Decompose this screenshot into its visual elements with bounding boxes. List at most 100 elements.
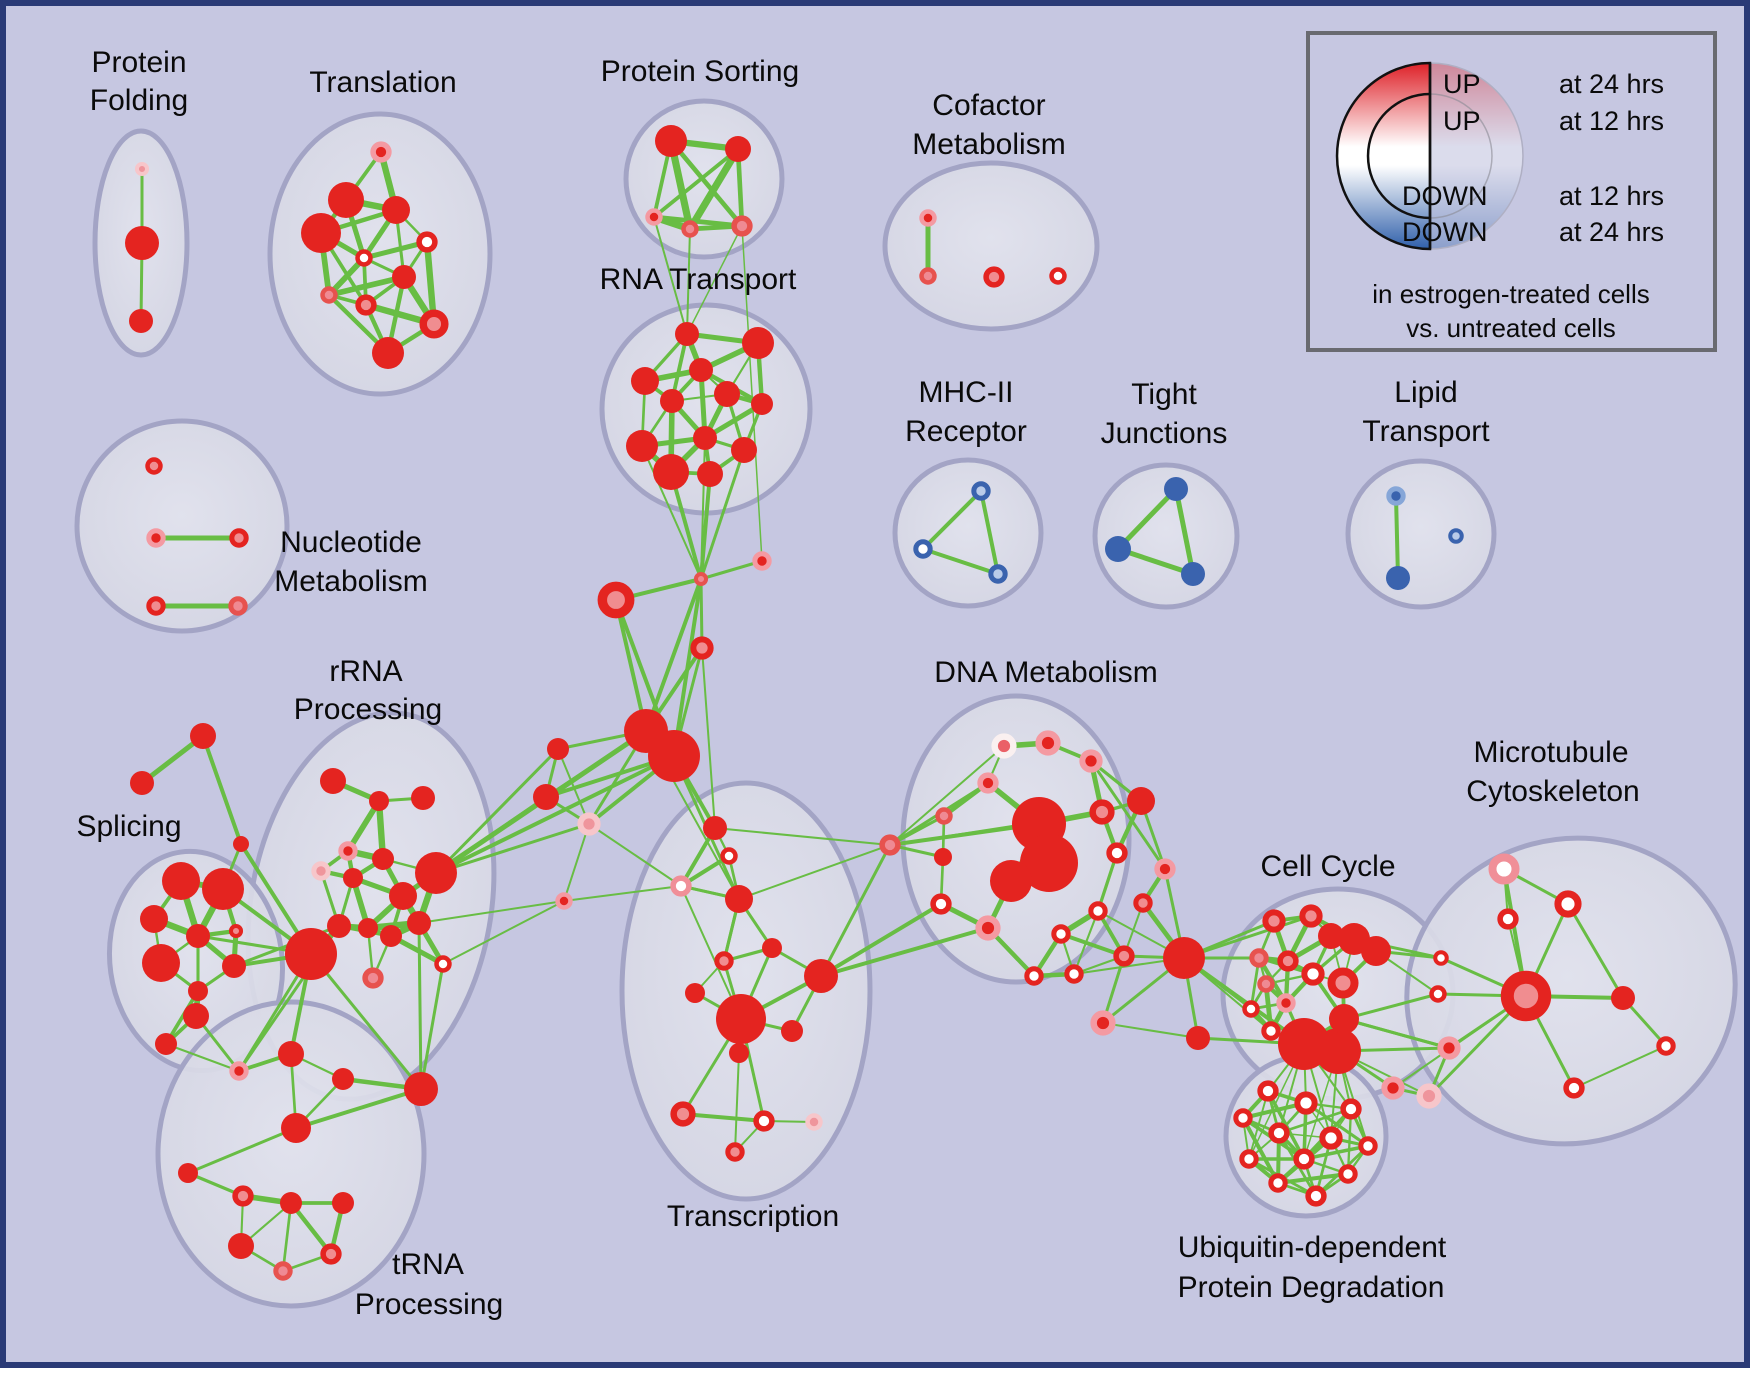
gene-node-66 — [338, 841, 358, 861]
gene-node-39 — [228, 596, 248, 616]
gene-node-97 — [332, 1192, 354, 1214]
interaction-edge — [699, 448, 746, 581]
gene-node-165 — [1338, 1164, 1358, 1184]
interaction-edge — [309, 952, 423, 1091]
interaction-edge — [442, 900, 565, 965]
legend-time-up24: at 24 hrs — [1559, 69, 1664, 99]
gene-node-51 — [597, 581, 635, 619]
interaction-edge — [1115, 546, 1196, 577]
interaction-edge — [1342, 992, 1440, 1021]
gene-node-93 — [281, 1113, 311, 1143]
interaction-edge — [686, 228, 691, 335]
interaction-edge — [418, 900, 565, 924]
cluster-label-nucleotide-metabolism-0: Nucleotide — [280, 526, 422, 559]
gene-node-172 — [1500, 970, 1552, 1022]
gene-node-167 — [1305, 1185, 1327, 1207]
gene-node-98 — [228, 1233, 254, 1259]
interaction-edge — [1392, 995, 1527, 1089]
interaction-edge — [434, 795, 548, 875]
legend-dir-down24: DOWN — [1402, 217, 1487, 247]
gene-node-23 — [675, 322, 699, 346]
gene-node-1 — [125, 226, 159, 260]
gene-node-88 — [155, 1033, 177, 1055]
gene-node-32 — [731, 437, 757, 463]
gene-node-106 — [714, 951, 734, 971]
gene-node-150 — [1276, 993, 1296, 1013]
interaction-edge — [700, 437, 706, 580]
cluster-labels: Protein Folding Translation Protein Sorting… — [76, 46, 1639, 1321]
gene-node-169 — [1554, 890, 1582, 918]
gene-node-48 — [1386, 566, 1410, 590]
gene-node-164 — [1293, 1148, 1315, 1170]
gene-node-89 — [229, 1061, 249, 1081]
interaction-edge — [686, 145, 742, 233]
cluster-ellipse-cofactor-metabolism — [882, 160, 1100, 332]
interaction-edge — [434, 822, 591, 875]
legend-time-up12: at 12 hrs — [1559, 106, 1664, 136]
interaction-edge — [1102, 1022, 1199, 1039]
interaction-edge — [699, 559, 764, 581]
gene-node-56 — [533, 784, 559, 810]
gene-node-161 — [1319, 1126, 1343, 1150]
cluster-label-nucleotide-metabolism-1: Metabolism — [274, 565, 427, 598]
gene-node-29 — [751, 393, 773, 415]
gene-node-91 — [332, 1068, 354, 1090]
gene-node-36 — [146, 528, 166, 548]
legend-time-down24: at 24 hrs — [1559, 217, 1664, 247]
gene-node-126 — [990, 860, 1032, 902]
cluster-label-translation-0: Translation — [309, 66, 456, 99]
gene-node-112 — [670, 1101, 696, 1127]
interaction-edge — [668, 138, 745, 229]
gene-node-49 — [693, 571, 709, 587]
gene-node-26 — [689, 358, 713, 382]
gene-node-115 — [725, 1142, 745, 1162]
gene-node-133 — [1064, 964, 1084, 984]
gene-node-52 — [690, 636, 714, 660]
gene-node-34 — [697, 461, 723, 487]
gene-node-77 — [362, 967, 384, 989]
interaction-edge — [165, 1043, 240, 1072]
gene-node-73 — [358, 918, 378, 938]
gene-node-171 — [1433, 950, 1449, 966]
gene-node-102 — [720, 847, 738, 865]
interaction-edge — [889, 811, 1103, 846]
cluster-label-lipid-transport-1: Transport — [1362, 415, 1490, 448]
gene-node-69 — [343, 868, 363, 888]
gene-node-11 — [355, 294, 377, 316]
gene-node-166 — [1268, 1173, 1288, 1193]
gene-node-149 — [1257, 975, 1275, 993]
gene-node-6 — [301, 213, 341, 253]
gene-node-30 — [626, 430, 658, 462]
cluster-label-microtubule-cytoskeleton-0: Microtubule — [1473, 736, 1628, 769]
interaction-edge — [588, 823, 682, 887]
legend-dir-down12: DOWN — [1402, 181, 1487, 211]
gene-node-47 — [1448, 528, 1464, 544]
gene-node-81 — [140, 905, 168, 933]
gene-node-15 — [725, 136, 751, 162]
cluster-ellipse-nucleotide-metabolism — [74, 418, 290, 634]
gene-node-120 — [935, 807, 953, 825]
cluster-label-rrna-processing-0: rRNA — [329, 655, 402, 688]
cluster-label-transcription-0: Transcription — [667, 1200, 839, 1233]
interaction-edge — [701, 647, 716, 829]
gene-node-162 — [1358, 1136, 1378, 1156]
legend-footnote-2: vs. untreated cells — [1406, 313, 1616, 343]
gene-node-37 — [229, 528, 249, 548]
cluster-label-splicing-0: Splicing — [76, 810, 181, 843]
cluster-ellipse-transcription — [619, 780, 873, 1202]
cluster-label-trna-processing-0: tRNA — [392, 1248, 464, 1281]
gene-node-8 — [355, 249, 373, 267]
gene-node-140 — [1262, 909, 1286, 933]
gene-node-132 — [1113, 945, 1135, 967]
gene-node-178 — [1563, 1077, 1585, 1099]
cluster-label-dna-metabolism-0: DNA Metabolism — [934, 656, 1157, 689]
cluster-label-protein-folding-1: Folding — [90, 84, 188, 117]
gene-node-130 — [1088, 901, 1108, 921]
gene-node-84 — [142, 944, 180, 982]
interaction-edge — [741, 225, 763, 562]
interaction-edge — [361, 239, 430, 261]
interaction-edge — [417, 921, 423, 1091]
gene-node-157 — [1294, 1091, 1318, 1115]
gene-node-17 — [681, 220, 699, 238]
